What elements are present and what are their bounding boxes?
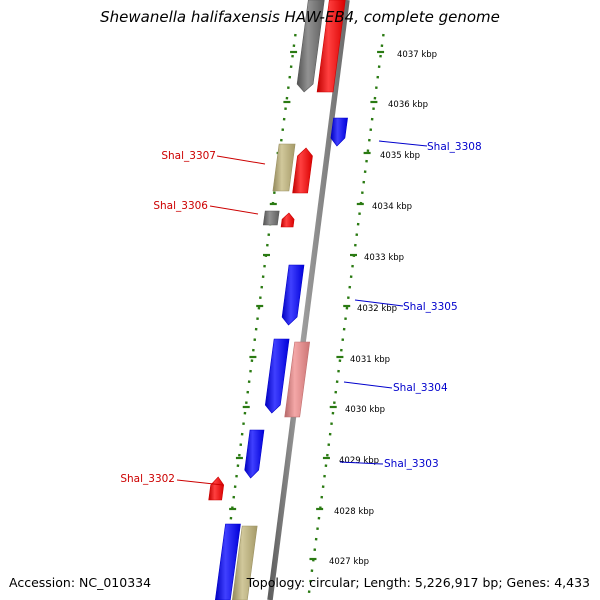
pink-gene-block — [284, 341, 311, 418]
khaki-gene-block — [231, 525, 258, 600]
gene-label-shal_3305: Shal_3305 — [403, 301, 458, 313]
genome-backbone — [267, 0, 350, 600]
rna-block — [262, 210, 280, 226]
gene-leader-line — [343, 381, 393, 389]
tick-label: 4032 kbp — [357, 304, 397, 314]
gene-leader-line — [209, 205, 259, 215]
reverse-gene-block — [330, 117, 348, 147]
outer-ruler-ring — [307, 33, 385, 594]
tick-label: 4028 kbp — [334, 507, 374, 517]
gene-label-shal_3306: Shal_3306 — [153, 200, 208, 212]
gene-leader-line — [216, 155, 266, 165]
accession-text: Accession: NC_010334 — [9, 575, 152, 590]
forward-gene-block — [208, 476, 225, 501]
khaki-gene-block — [272, 143, 296, 192]
gene-leader-line — [176, 479, 224, 486]
gene-label-shal_3303: Shal_3303 — [384, 458, 439, 470]
forward-gene-block — [292, 147, 313, 194]
backbone-layer — [267, 0, 350, 600]
reverse-gene-block — [281, 264, 305, 326]
genome-title: Shewanella halifaxensis HAW-EB4, complet… — [100, 8, 500, 26]
rna-block — [296, 0, 325, 93]
genome-summary-text: Topology: circular; Length: 5,226,917 bp… — [246, 575, 590, 590]
gene-label-shal_3308: Shal_3308 — [427, 141, 482, 153]
gene-leader-line — [339, 461, 384, 465]
tick-label: 4034 kbp — [372, 202, 412, 212]
reverse-gene-block — [244, 429, 265, 479]
reverse-gene-block — [214, 523, 241, 600]
tick-label: 4030 kbp — [345, 405, 385, 415]
reverse-gene-block — [264, 338, 290, 414]
tick-label: 4035 kbp — [380, 151, 420, 161]
tick-label: 4037 kbp — [397, 50, 437, 60]
gene-label-shal_3307: Shal_3307 — [161, 150, 216, 162]
tick-label: 4029 kbp — [339, 456, 379, 466]
tick-label: 4027 kbp — [329, 557, 369, 567]
gene-label-shal_3302: Shal_3302 — [120, 473, 175, 485]
tick-label-layer: 4037 kbp 4036 kbp 4035 kbp 4034 kbp 4033 kbp… — [329, 50, 437, 567]
tick-label: 4036 kbp — [388, 100, 428, 110]
forward-gene-block — [280, 212, 295, 228]
feature-layer — [208, 0, 348, 600]
gene-label-layer: Shal_3308 Shal_3307 Shal_3306 Shal_3305 Shal… — [120, 140, 482, 486]
gene-label-shal_3304: Shal_3304 — [393, 382, 448, 394]
gene-leader-line — [354, 299, 404, 307]
tick-label: 4033 kbp — [364, 253, 404, 263]
forward-gene-block — [316, 0, 346, 93]
tick-label: 4031 kbp — [350, 355, 390, 365]
gene-leader-line — [378, 140, 428, 147]
